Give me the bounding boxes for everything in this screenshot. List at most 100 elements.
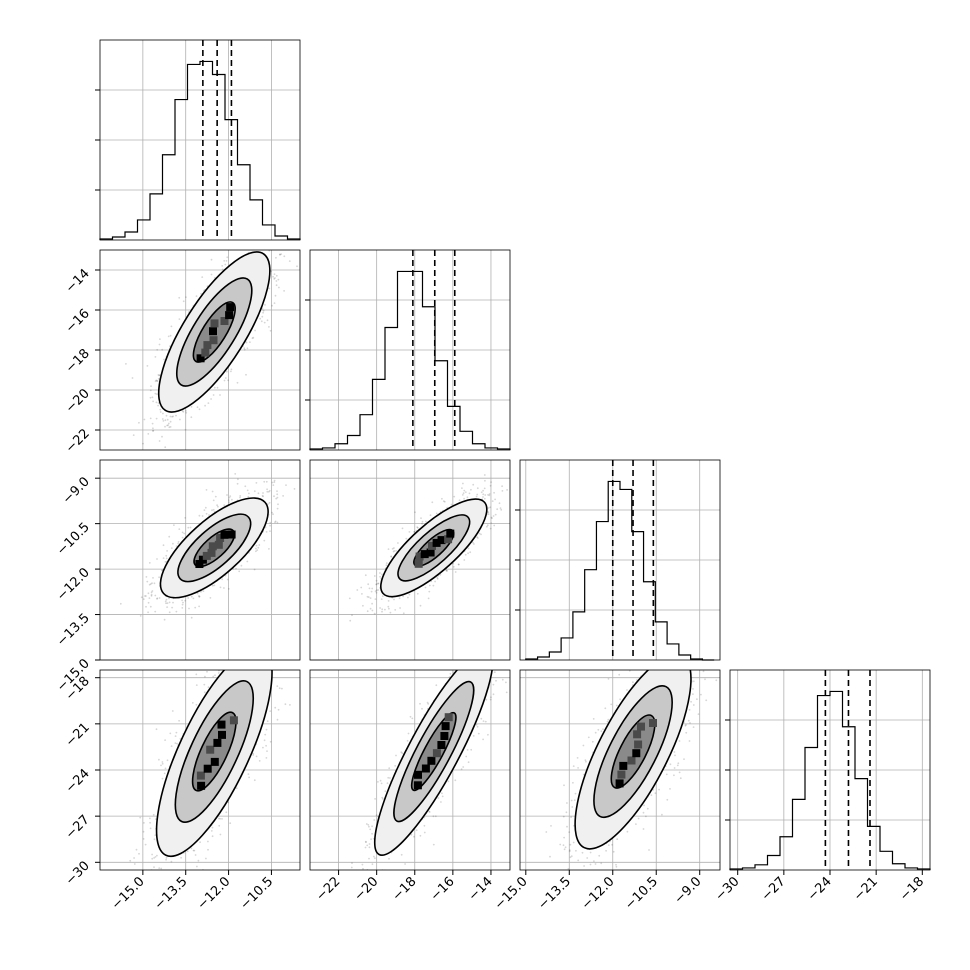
- x-tick-label: −24: [805, 874, 835, 904]
- density-cell: [421, 764, 430, 773]
- x-tick-label: −22: [313, 874, 343, 904]
- panel-frame: [309, 669, 511, 871]
- density-cell: [196, 771, 205, 780]
- density-cell: [216, 534, 225, 542]
- density-cell: [441, 722, 450, 731]
- panel-frame: [519, 669, 721, 871]
- density-cell: [207, 548, 216, 557]
- density-cell: [220, 317, 229, 325]
- x-tick-label: −15.0: [492, 874, 531, 913]
- scatter-panel-3-1: [309, 669, 511, 871]
- y-tick-label: −18: [63, 346, 93, 376]
- density-cell: [209, 336, 218, 345]
- density-cell: [634, 740, 643, 749]
- x-tick-label: −13.5: [152, 874, 191, 913]
- density-cell: [218, 730, 226, 739]
- density-cell: [210, 319, 219, 328]
- density-cell: [196, 354, 205, 363]
- density-cell: [415, 552, 424, 561]
- density-cell: [414, 770, 422, 779]
- density-cell: [627, 756, 636, 765]
- density-cell: [413, 781, 422, 790]
- density-cell: [202, 551, 211, 560]
- x-tick-label: −14: [466, 874, 496, 904]
- y-tick-label: −20: [63, 386, 93, 416]
- density-cell: [426, 548, 435, 557]
- density-cell: [210, 757, 219, 766]
- x-tick-label: −21: [851, 874, 881, 904]
- density-cell: [617, 770, 626, 779]
- histogram-step: [309, 270, 511, 450]
- y-tick-label: −9.0: [60, 474, 93, 507]
- scatter-panel-2-1: [309, 459, 511, 661]
- scatter-panel-3-2: [519, 669, 721, 871]
- x-tick-label: −12.0: [579, 874, 618, 913]
- histogram-step: [99, 60, 301, 240]
- y-tick-label: −16: [63, 306, 93, 336]
- density-cell: [197, 781, 206, 790]
- density-cell: [428, 541, 436, 550]
- x-tick-label: −15.0: [109, 874, 148, 913]
- panel-frame: [309, 459, 511, 661]
- density-cell: [437, 536, 446, 545]
- scatter-panel-1-0: [99, 249, 301, 451]
- x-tick-label: −18: [390, 874, 420, 904]
- x-tick-label: −12.0: [195, 874, 234, 913]
- density-cell: [220, 530, 229, 539]
- x-tick-label: −9.0: [672, 874, 705, 907]
- y-tick-label: −13.5: [54, 611, 93, 650]
- density-cell: [414, 559, 423, 568]
- histogram-step: [525, 480, 715, 661]
- density-cell: [615, 779, 624, 788]
- density-cell: [203, 341, 212, 350]
- density-cell: [437, 741, 446, 749]
- density-cell: [633, 730, 642, 739]
- y-tick-label: −30: [63, 859, 93, 889]
- density-cell: [225, 311, 234, 320]
- density-cell: [432, 538, 441, 547]
- density-cell: [214, 540, 223, 549]
- x-tick-label: −20: [351, 874, 381, 904]
- y-tick-label: −24: [63, 766, 93, 796]
- density-cell: [217, 720, 226, 729]
- density-cell: [649, 719, 657, 727]
- density-cell: [619, 761, 628, 770]
- density-cell: [206, 745, 215, 754]
- density-cell: [195, 560, 204, 568]
- panel-frame: [99, 39, 301, 241]
- x-tick-label: −13.5: [535, 874, 574, 913]
- x-tick-label: −10.5: [237, 874, 276, 913]
- histogram-panel-3: [725, 669, 931, 871]
- density-cell: [444, 535, 453, 544]
- density-cell: [209, 327, 217, 336]
- y-tick-label: −14: [63, 266, 93, 296]
- density-cell: [203, 764, 212, 773]
- panel-frame: [309, 249, 511, 451]
- histogram-panel-1: [305, 249, 511, 451]
- density-cell: [227, 530, 236, 539]
- x-tick-label: −10.5: [622, 874, 661, 913]
- y-tick-label: −27: [63, 812, 93, 842]
- density-cell: [444, 713, 453, 722]
- density-cell: [637, 722, 645, 731]
- scatter-panel-3-0: [99, 669, 301, 871]
- density-cell: [432, 749, 441, 758]
- histogram-step: [729, 690, 931, 870]
- density-cell: [420, 550, 429, 559]
- y-tick-label: −22: [63, 426, 93, 456]
- panel-frame: [519, 459, 721, 661]
- density-cell: [632, 749, 641, 758]
- y-tick-label: −10.5: [54, 520, 93, 559]
- density-cell: [229, 716, 238, 725]
- histogram-panel-2: [515, 459, 721, 661]
- x-tick-label: −16: [428, 874, 458, 904]
- x-tick-label: −27: [759, 874, 789, 904]
- histogram-panel-0: [95, 39, 301, 241]
- density-cell: [208, 542, 217, 551]
- density-cell: [226, 303, 235, 312]
- density-cell: [213, 738, 222, 747]
- density-cell: [446, 529, 455, 538]
- density-cell: [201, 348, 210, 357]
- x-tick-label: −18: [897, 874, 927, 904]
- x-tick-label: −30: [713, 874, 743, 904]
